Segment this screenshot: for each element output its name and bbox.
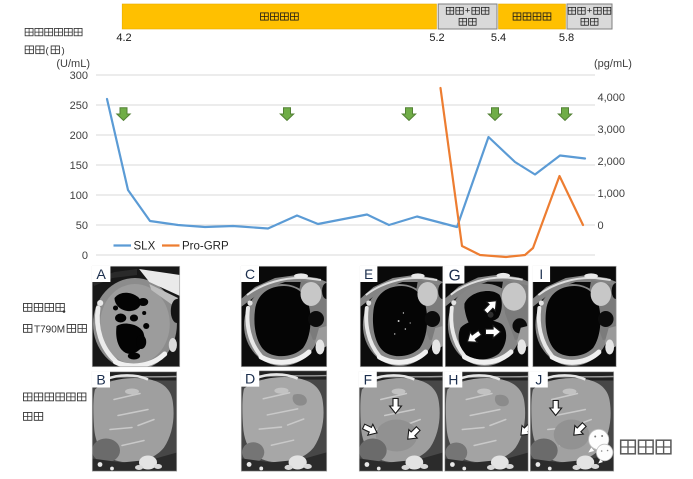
svg-text:50: 50 (76, 220, 88, 232)
svg-text:I: I (539, 266, 543, 282)
svg-text:H: H (448, 371, 458, 387)
svg-text:1,000: 1,000 (598, 188, 626, 200)
svg-text:4.2: 4.2 (116, 32, 131, 44)
svg-text:C: C (245, 266, 255, 282)
svg-text:150: 150 (70, 160, 88, 172)
svg-text:(: ( (46, 46, 50, 57)
svg-text:(pg/mL): (pg/mL) (594, 58, 632, 70)
svg-text:Pro-GRP: Pro-GRP (182, 241, 229, 253)
svg-text:2,000: 2,000 (598, 156, 626, 168)
svg-text:100: 100 (70, 190, 88, 202)
svg-text:5.8: 5.8 (559, 32, 574, 44)
svg-text:300: 300 (70, 70, 88, 82)
svg-text:A: A (96, 267, 106, 283)
svg-text:T790M: T790M (34, 325, 65, 336)
svg-text:3,000: 3,000 (598, 124, 626, 136)
svg-text:250: 250 (70, 100, 88, 112)
svg-text:SLX: SLX (134, 241, 156, 253)
svg-text:0: 0 (82, 250, 88, 262)
svg-text:B: B (96, 372, 105, 388)
svg-text:(U/mL): (U/mL) (56, 58, 90, 70)
svg-text:4,000: 4,000 (598, 92, 626, 104)
svg-text:F: F (364, 371, 372, 387)
svg-text:+: + (587, 6, 593, 17)
svg-text:5.2: 5.2 (429, 32, 444, 44)
svg-text:0: 0 (598, 220, 604, 232)
svg-text:200: 200 (70, 130, 88, 142)
svg-text:D: D (245, 371, 255, 387)
svg-text:+: + (465, 6, 471, 17)
svg-text:5.4: 5.4 (491, 32, 506, 44)
svg-text:E: E (364, 267, 373, 282)
svg-text:G: G (449, 267, 461, 284)
svg-text:): ) (62, 46, 65, 57)
svg-text:J: J (535, 371, 542, 387)
